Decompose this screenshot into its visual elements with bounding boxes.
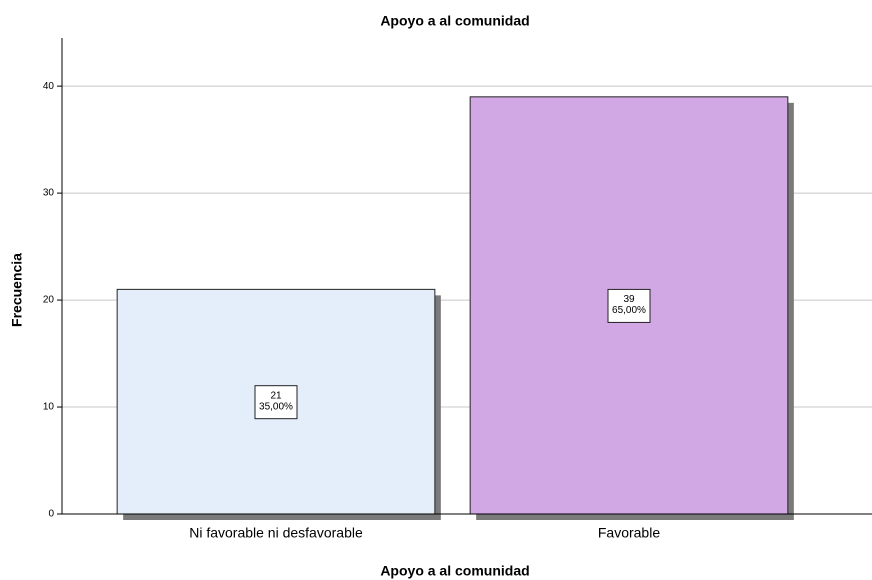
x-tick-label: Favorable (598, 525, 660, 541)
data-label: 21 (270, 390, 282, 401)
data-label: 65,00% (612, 305, 646, 316)
y-axis-title: Frecuencia (9, 253, 25, 327)
data-label-box (254, 385, 298, 420)
x-axis-title: Apoyo a al comunidad (380, 563, 529, 579)
y-tick-label: 40 (43, 81, 55, 92)
chart-title: Apoyo a al comunidad (380, 13, 529, 29)
y-tick-label: 10 (43, 402, 55, 413)
data-label: 39 (623, 294, 635, 305)
x-tick-label: Ni favorable ni desfavorable (189, 525, 363, 541)
y-tick-label: 0 (48, 509, 54, 520)
data-label-box (607, 288, 651, 323)
y-tick-label: 30 (43, 188, 55, 199)
y-tick-label: 20 (43, 295, 55, 306)
data-label: 35,00% (259, 401, 293, 412)
